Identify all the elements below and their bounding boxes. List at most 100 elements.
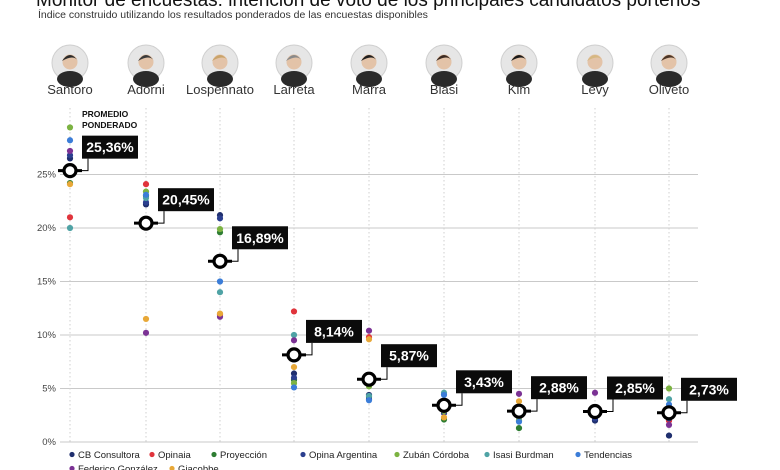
legend-label: Proyección	[220, 450, 267, 461]
hair-shape	[511, 55, 527, 61]
poll-point	[665, 421, 673, 428]
average-value-box	[306, 319, 362, 343]
poll-point	[515, 398, 523, 405]
average-marker	[661, 405, 677, 421]
average-value-label: 25,36%	[86, 139, 134, 155]
hair-shape	[587, 55, 603, 61]
y-tick-label: 20%	[37, 223, 57, 234]
grid-layer: 0% 5% 10% 15% 20% 25%	[37, 170, 698, 448]
poll-point	[66, 124, 74, 131]
average-value-box	[681, 377, 737, 401]
poll-point	[365, 397, 373, 404]
poll-point	[66, 214, 74, 221]
label-connector	[456, 393, 463, 406]
poll-point	[142, 191, 150, 198]
legend-swatch	[211, 451, 217, 458]
poll-point	[142, 199, 150, 206]
average-marker	[511, 403, 527, 419]
poll-point	[66, 152, 74, 159]
chart-title: Monitor de encuestas: intención de voto …	[36, 0, 701, 11]
avatar-layer: Santoro Adorni Lospennato Larreta Marra Biasi…	[47, 44, 689, 97]
poll-point	[216, 215, 224, 222]
label-connector	[607, 399, 614, 413]
poll-point	[142, 181, 150, 188]
legend-swatch	[69, 465, 75, 470]
average-value-label: 5,87%	[389, 348, 429, 364]
shoulders-shape	[431, 71, 457, 87]
legend-label: CB Consultora	[78, 450, 140, 461]
average-value-label: 3,43%	[464, 374, 504, 390]
candidate-name: Marra	[352, 82, 387, 97]
poll-point	[142, 315, 150, 323]
legend-swatch	[575, 451, 581, 458]
average-value-box	[158, 188, 214, 212]
legend-swatch	[149, 451, 155, 458]
average-marker	[286, 347, 302, 363]
poll-point	[365, 336, 373, 343]
average-value-label: 8,14%	[314, 323, 354, 339]
average-value-box	[232, 226, 288, 250]
poll-point	[216, 289, 224, 296]
legend-layer: CB Consultora Opinaia Proyección Opina Arge…	[69, 450, 632, 470]
y-tick-label: 0%	[42, 437, 56, 448]
label-connector	[381, 367, 388, 380]
candidate-name: Oliveto	[649, 82, 689, 97]
poll-point	[515, 390, 523, 397]
legend-swatch	[69, 451, 75, 458]
legend-swatch	[394, 451, 400, 458]
hair-shape	[62, 55, 78, 61]
label-connector	[306, 342, 313, 356]
candidate-name: Santoro	[47, 82, 93, 97]
poll-point	[66, 147, 74, 155]
hair-shape	[436, 55, 452, 61]
legend-label: Opina Argentina	[309, 450, 378, 461]
shoulders-shape	[133, 71, 159, 87]
average-value-box	[381, 344, 437, 368]
shoulders-shape	[582, 71, 608, 87]
average-marker	[138, 215, 154, 231]
legend-label: Isasi Burdman	[493, 450, 554, 461]
candidate-name: Larreta	[273, 82, 315, 97]
legend-label: Zubán Córdoba	[403, 450, 470, 461]
poll-point	[440, 391, 448, 399]
label-connector	[681, 400, 688, 414]
y-tick-label: 15%	[37, 277, 57, 288]
legend-swatch	[484, 451, 490, 458]
candidate-name: Lospennato	[186, 82, 254, 97]
poll-point	[66, 181, 74, 188]
average-value-label: 20,45%	[162, 192, 210, 208]
poll-point	[290, 384, 298, 391]
hair-shape	[212, 55, 228, 61]
poll-point	[290, 374, 298, 381]
shoulders-shape	[356, 71, 382, 87]
hair-shape	[138, 55, 154, 61]
candidate-name: Adorni	[127, 82, 165, 97]
legend-swatch	[169, 465, 175, 470]
label-connector	[158, 211, 165, 224]
hair-shape	[286, 55, 302, 61]
poll-point	[665, 396, 673, 403]
average-value-label: 2,73%	[689, 381, 729, 397]
average-label-line2: PONDERADO	[82, 120, 138, 130]
average-value-box	[456, 370, 512, 394]
poll-point	[440, 414, 448, 421]
poll-point	[665, 432, 673, 439]
candidate-name: Kim	[508, 82, 530, 97]
poll-point	[515, 418, 523, 425]
average-value-label: 2,85%	[615, 380, 655, 396]
average-value-label: 2,88%	[539, 380, 579, 396]
average-value-box	[82, 135, 138, 159]
poll-point	[66, 224, 74, 232]
poll-point	[290, 337, 298, 344]
candidate-name: Levy	[581, 82, 609, 97]
legend-swatch	[300, 451, 306, 458]
poll-point	[142, 329, 150, 336]
poll-point	[66, 137, 74, 144]
poll-point	[290, 370, 298, 377]
legend-label: Giacobbe	[178, 464, 219, 470]
y-tick-label: 25%	[37, 170, 57, 181]
poll-point	[290, 308, 298, 315]
poll-point	[290, 331, 298, 339]
label-connector	[531, 399, 538, 412]
